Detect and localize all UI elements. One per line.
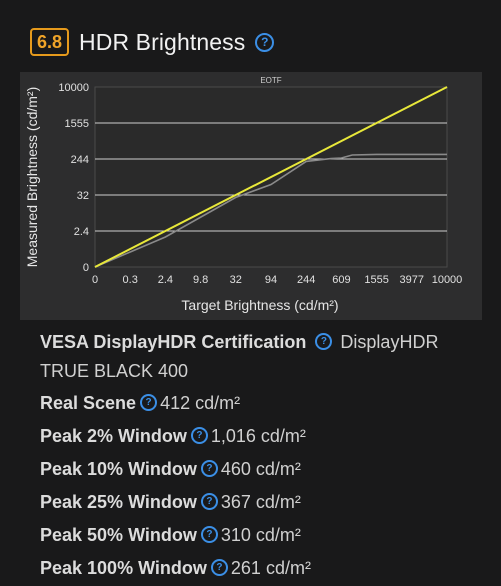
- x-tick-label: 3977: [400, 274, 424, 286]
- help-icon[interactable]: ?: [190, 426, 208, 444]
- spec-label: Peak 10% Window: [40, 459, 197, 479]
- spec-row: Peak 25% Window? 367 cd/m²: [40, 491, 480, 513]
- spec-row: Peak 2% Window? 1,016 cd/m²: [40, 425, 480, 447]
- x-axis-label: Target Brightness (cd/m²): [181, 297, 338, 313]
- help-icon[interactable]: ?: [200, 459, 218, 477]
- y-axis-label: Measured Brightness (cd/m²): [24, 87, 40, 268]
- chart-title: EOTF: [260, 76, 281, 85]
- spec-value: 310 cd/m²: [220, 525, 301, 545]
- x-tick-label: 9.8: [193, 274, 208, 286]
- y-tick-label: 244: [71, 154, 89, 166]
- spec-label: VESA DisplayHDR Certification: [40, 332, 307, 352]
- score-badge: 6.8: [30, 28, 70, 56]
- x-tick-label: 0.3: [123, 274, 138, 286]
- target-eotf-line: [94, 86, 448, 268]
- eotf-chart-panel: 0 2.4 32 244 1555 10000 0 0.3 2.4 9.8 32 94 244 609 15…: [20, 72, 482, 320]
- spec-row: Peak 10% Window? 460 cd/m²: [40, 458, 480, 480]
- measured-eotf-line: [94, 153, 447, 268]
- help-icon[interactable]: ?: [200, 492, 218, 510]
- section-header: 6.8 HDR Brightness ?: [30, 28, 275, 56]
- spec-row: Peak 50% Window? 310 cd/m²: [40, 524, 480, 546]
- spec-value: 460 cd/m²: [220, 459, 301, 479]
- x-tick-label: 1555: [364, 274, 388, 286]
- spec-label: Peak 50% Window: [40, 525, 197, 545]
- vesa-certification-row: VESA DisplayHDR Certification ? DisplayH…: [40, 328, 480, 386]
- spec-value: 261 cd/m²: [230, 558, 311, 578]
- y-tick-label: 1555: [65, 118, 89, 130]
- spec-label: Peak 25% Window: [40, 492, 197, 512]
- spec-row: Real Scene? 412 cd/m²: [40, 392, 480, 414]
- x-tick-label: 10000: [432, 274, 463, 286]
- spec-value: 412 cd/m²: [160, 393, 241, 413]
- spec-value: 1,016 cd/m²: [210, 426, 306, 446]
- section-title: HDR Brightness: [79, 28, 246, 55]
- spec-row: Peak 100% Window? 261 cd/m²: [40, 557, 480, 579]
- spec-label: Real Scene: [40, 393, 137, 413]
- spec-value: 367 cd/m²: [220, 492, 301, 512]
- y-tick-label: 0: [83, 262, 89, 274]
- x-tick-label: 609: [332, 274, 350, 286]
- help-icon[interactable]: ?: [140, 393, 158, 411]
- spec-label: Peak 2% Window: [40, 426, 187, 446]
- y-tick-label: 2.4: [74, 226, 89, 238]
- help-icon[interactable]: ?: [255, 32, 275, 52]
- x-tick-label: 244: [297, 274, 315, 286]
- eotf-chart: 0 2.4 32 244 1555 10000 0 0.3 2.4 9.8 32 94 244 609 15…: [24, 76, 463, 313]
- x-tick-label: 94: [265, 274, 277, 286]
- x-tick-label: 0: [92, 274, 98, 286]
- hdr-specs: VESA DisplayHDR Certification ? DisplayH…: [40, 328, 480, 579]
- help-icon[interactable]: ?: [315, 332, 333, 350]
- y-tick-label: 10000: [58, 82, 89, 94]
- spec-label: Peak 100% Window: [40, 558, 207, 578]
- x-tick-label: 2.4: [158, 274, 173, 286]
- spec-value: DisplayHDR TRUE BLACK 400: [40, 332, 439, 381]
- help-icon[interactable]: ?: [200, 525, 218, 543]
- y-tick-label: 32: [77, 190, 89, 202]
- x-tick-label: 32: [230, 274, 242, 286]
- help-icon[interactable]: ?: [210, 558, 228, 576]
